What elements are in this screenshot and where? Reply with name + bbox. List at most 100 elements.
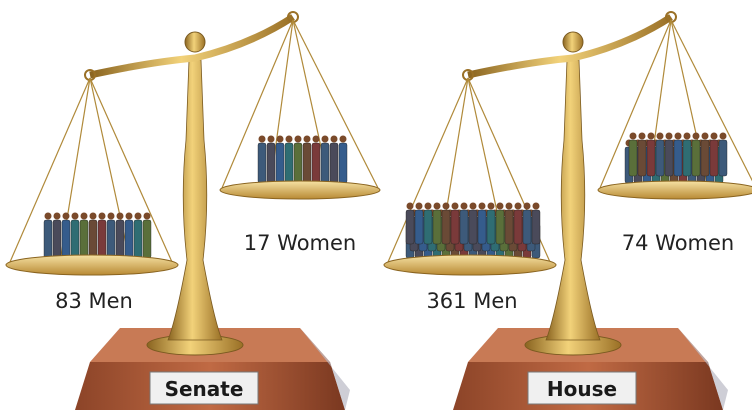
plate	[527, 371, 637, 405]
person-head	[496, 202, 504, 210]
person	[459, 209, 469, 245]
knob	[562, 31, 584, 53]
person-head	[98, 212, 106, 220]
person	[61, 219, 71, 259]
person	[504, 209, 514, 245]
person-head	[134, 212, 142, 220]
person-head	[460, 202, 468, 210]
person-head	[330, 135, 338, 143]
person-head	[125, 212, 133, 220]
person-head	[116, 212, 124, 220]
person-head	[424, 202, 432, 210]
person-head	[107, 212, 115, 220]
person	[691, 139, 701, 177]
person	[266, 142, 276, 184]
person	[495, 209, 505, 245]
person-head	[406, 202, 414, 210]
person	[441, 209, 451, 245]
person	[293, 142, 303, 184]
person	[477, 209, 487, 245]
person	[718, 139, 728, 177]
person	[628, 139, 638, 177]
person-head	[89, 212, 97, 220]
person-head	[312, 135, 320, 143]
person	[700, 139, 710, 177]
person-head	[53, 212, 61, 220]
person	[70, 219, 80, 259]
person-head	[267, 135, 275, 143]
person-head	[339, 135, 347, 143]
person-head	[285, 135, 293, 143]
person-head	[294, 135, 302, 143]
string	[387, 77, 469, 263]
person	[423, 209, 433, 245]
person	[468, 209, 478, 245]
person-head	[674, 132, 682, 140]
person	[531, 209, 541, 245]
pan	[383, 254, 557, 276]
person-head	[143, 212, 151, 220]
left-label: 361 Men	[426, 289, 517, 313]
person	[142, 219, 152, 259]
person-head	[469, 202, 477, 210]
beam	[467, 14, 673, 79]
scale-name: House	[547, 377, 617, 401]
person	[311, 142, 321, 184]
base-shadow	[678, 328, 728, 410]
person-head	[505, 202, 513, 210]
scale: Senate 83 Men 17 Women	[5, 11, 381, 410]
person	[414, 209, 424, 245]
person	[52, 219, 62, 259]
person-head	[719, 132, 727, 140]
person-head	[276, 135, 284, 143]
person	[673, 139, 683, 177]
person-head	[710, 132, 718, 140]
person-head	[656, 132, 664, 140]
person	[106, 219, 116, 259]
person-head	[303, 135, 311, 143]
beam	[89, 14, 295, 79]
pan	[597, 180, 752, 200]
person-head	[258, 135, 266, 143]
person	[522, 209, 532, 245]
right-label: 74 Women	[622, 231, 734, 255]
person	[486, 209, 496, 245]
string	[9, 77, 91, 263]
person-head	[647, 132, 655, 140]
person-head	[80, 212, 88, 220]
pan	[219, 180, 381, 200]
right-label: 17 Women	[244, 231, 356, 255]
person	[43, 219, 53, 259]
left-label: 83 Men	[55, 289, 133, 313]
person	[513, 209, 523, 245]
person	[338, 142, 348, 184]
person	[682, 139, 692, 177]
person-head	[71, 212, 79, 220]
string	[670, 19, 752, 182]
string	[292, 19, 379, 189]
person	[664, 139, 674, 177]
person-head	[701, 132, 709, 140]
person	[79, 219, 89, 259]
scale-name: Senate	[165, 377, 244, 401]
person	[275, 142, 285, 184]
person	[432, 209, 442, 245]
person-head	[487, 202, 495, 210]
string	[599, 19, 672, 189]
knob	[184, 31, 206, 53]
person	[97, 219, 107, 259]
plate	[149, 371, 259, 405]
person	[284, 142, 294, 184]
person-head	[514, 202, 522, 210]
person	[320, 142, 330, 184]
person	[646, 139, 656, 177]
person	[709, 139, 719, 177]
pole	[167, 59, 223, 341]
base-shadow	[300, 328, 350, 410]
person-head	[442, 202, 450, 210]
person-head	[451, 202, 459, 210]
person	[405, 209, 415, 245]
person-head	[665, 132, 673, 140]
string	[89, 77, 173, 263]
person-head	[683, 132, 691, 140]
